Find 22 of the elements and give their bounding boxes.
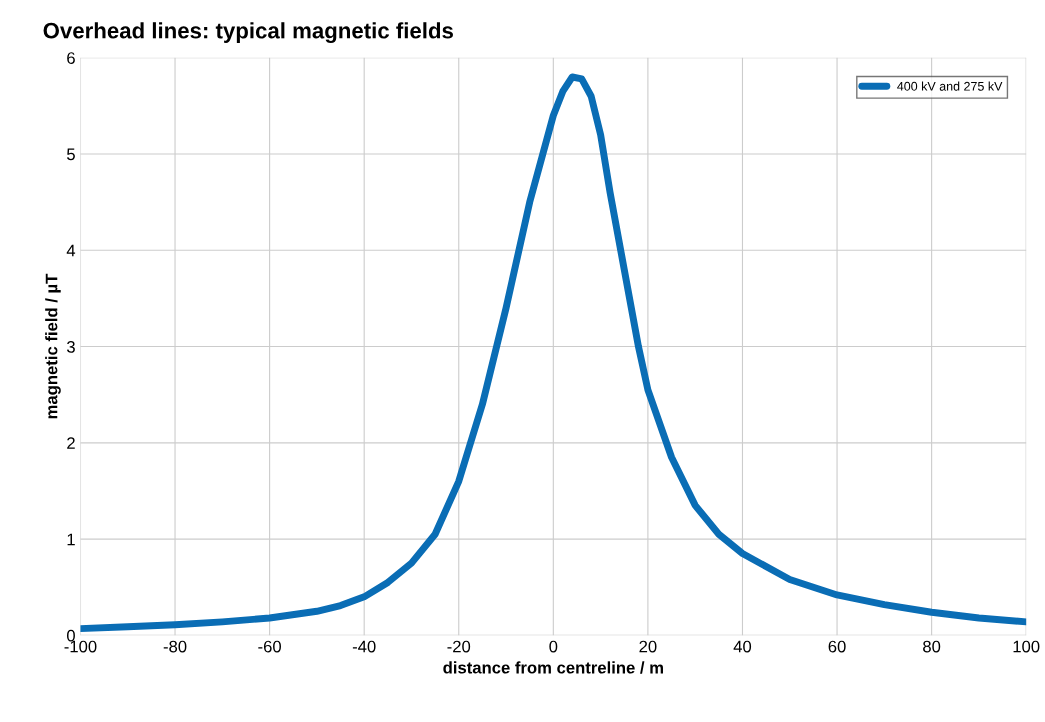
x-tick-label: -100	[64, 640, 97, 653]
x-tick-label: 0	[549, 640, 558, 653]
x-tick-label: -60	[258, 640, 281, 653]
y-tick-label: 4	[66, 244, 76, 257]
y-tick-label: 5	[67, 148, 75, 161]
x-tick-label: 80	[923, 640, 941, 653]
y-tick-label: 0	[66, 629, 75, 642]
x-tick-label: -80	[163, 640, 187, 653]
x-axis-title: distance from centreline / m	[443, 661, 663, 674]
y-tick-label: 3	[66, 340, 75, 353]
y-tick-label: 1	[67, 533, 75, 546]
x-tick-label: 100	[1013, 640, 1040, 653]
x-tick-label: 40	[733, 640, 752, 653]
x-tick-label: -40	[352, 640, 376, 653]
x-tick-label: 20	[639, 640, 657, 653]
x-tick-label: 60	[828, 640, 846, 653]
y-tick-label: 6	[67, 52, 75, 64]
x-tick-label: -20	[447, 640, 471, 653]
y-axis-title: magnetic field / µT	[45, 273, 61, 419]
chart-title: Overhead lines: typical magnetic fields	[43, 22, 453, 44]
y-tick-label: 2	[67, 437, 75, 449]
legend-label: 400 kV and 275 kV	[897, 81, 1003, 91]
